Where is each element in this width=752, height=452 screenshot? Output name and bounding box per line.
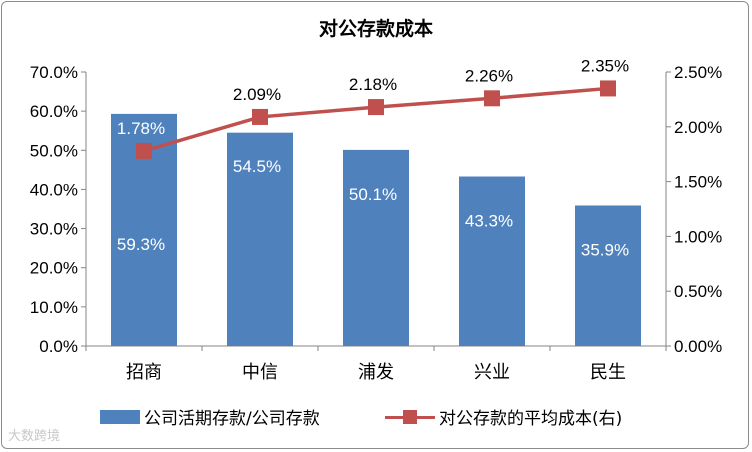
y-left-tick-label: 30.0% [30,220,78,239]
line-point [136,142,152,159]
bar [227,132,293,346]
x-tick-label: 浦发 [358,362,394,383]
line-data-label: 2.09% [233,85,281,104]
line-point [368,99,384,116]
y-left-tick-label: 70.0% [30,63,78,82]
y-right-tick-label: 0.50% [674,282,722,301]
y-left-tick-label: 0.0% [39,337,78,356]
line-data-label: 2.26% [465,66,513,85]
line-point [252,108,268,125]
y-left-tick-label: 10.0% [30,298,78,317]
series-line [143,86,609,153]
bar [575,205,641,346]
line-point [600,80,616,97]
bar [343,149,409,346]
line-data-label: 2.35% [581,56,629,75]
x-tick-label: 中信 [242,362,278,383]
watermark: 大数跨境 [8,429,61,444]
x-tick-label: 民生 [590,362,626,383]
y-left-tick-label: 50.0% [30,141,78,160]
y-right-tick-label: 2.50% [674,63,722,82]
legend-line-label: 对公存款的平均成本(右) [439,409,623,429]
chart-title: 对公存款成本 [318,18,433,40]
bar-data-label: 59.3% [117,235,165,254]
bar-data-label: 50.1% [349,185,397,204]
bar-data-label: 54.5% [233,157,281,176]
y-right-tick-label: 1.00% [674,227,722,246]
line-data-label: 2.18% [349,75,397,94]
legend-item-bar: 公司活期存款/公司存款 [100,404,320,429]
y-left-tick-label: 40.0% [30,180,78,199]
y-left-tick-label: 60.0% [30,102,78,121]
y-right-tick-label: 0.00% [674,337,722,356]
legend-line-swatch [385,409,435,424]
legend: 公司活期存款/公司存款 对公存款的平均成本(右) [0,404,752,434]
legend-item-line: 对公存款的平均成本(右) [385,404,622,429]
bar [459,176,525,346]
legend-bar-swatch [100,409,140,424]
y-left-tick-label: 20.0% [30,259,78,278]
bar-data-label: 35.9% [581,240,629,259]
bar-data-label: 43.3% [465,212,513,231]
y-right-tick-label: 2.00% [674,118,722,137]
line-point [484,90,500,107]
x-tick-label: 招商 [126,362,162,383]
legend-bar-label: 公司活期存款/公司存款 [144,409,320,429]
x-tick-label: 兴业 [474,362,510,383]
line-data-label: 1.78% [117,119,165,138]
y-right-tick-label: 1.50% [674,173,722,192]
